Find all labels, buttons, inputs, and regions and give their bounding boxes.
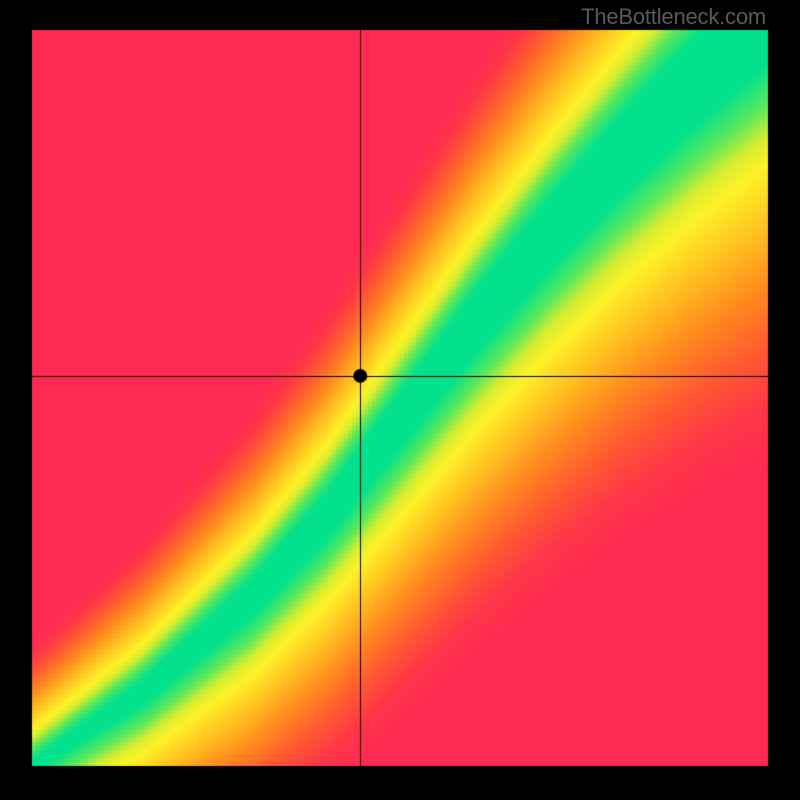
- watermark-text: TheBottleneck.com: [581, 4, 766, 30]
- crosshair-overlay: [0, 0, 800, 800]
- bottleneck-chart: TheBottleneck.com: [0, 0, 800, 800]
